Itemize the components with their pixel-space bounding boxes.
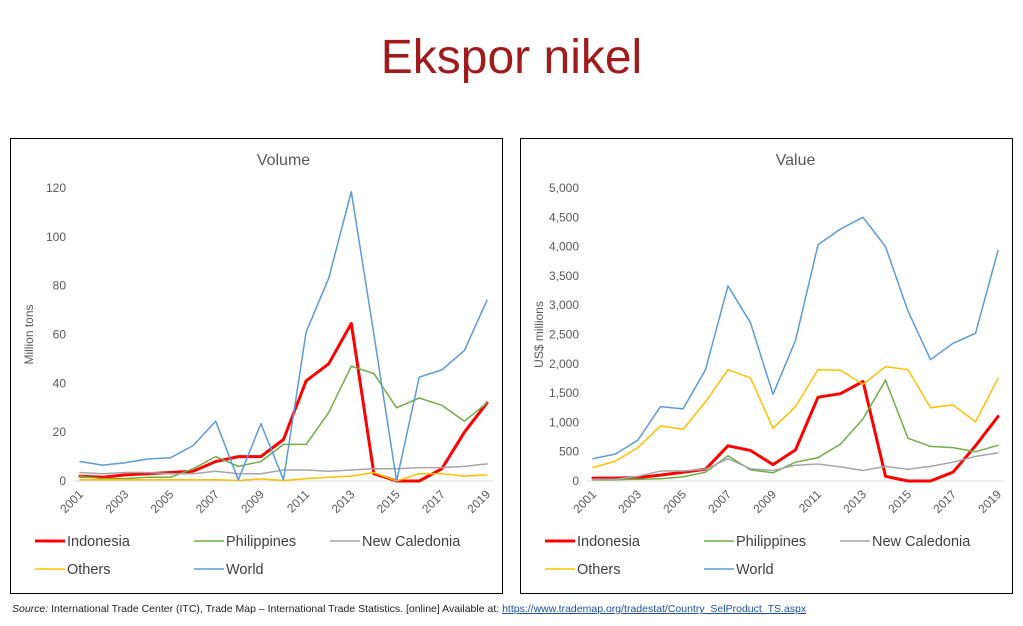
y-axis-label: US$ millions — [532, 301, 546, 368]
volume-chart-panel: Volume Million tons 0 20 40 60 80 100 120 2001 200… — [10, 138, 503, 594]
y-tick-label: 2,500 — [549, 328, 579, 342]
x-tick-label: 2005 — [660, 487, 689, 516]
chart-title: Value — [776, 152, 816, 169]
series-line-indonesia — [78, 322, 489, 483]
x-tick-label: 2015 — [374, 487, 403, 516]
x-tick-label: 2013 — [840, 487, 869, 516]
legend-label-others: Others — [67, 562, 111, 578]
y-tick-label: 0 — [572, 474, 579, 488]
y-tick-label: 4,500 — [549, 210, 579, 224]
y-tick-label: 1,500 — [549, 386, 579, 400]
y-tick-label: 40 — [53, 376, 67, 390]
y-tick-label: 4,000 — [549, 240, 579, 254]
legend-label-new-caledonia: New Caledonia — [362, 534, 461, 550]
source-text: International Trade Center (ITC), Trade … — [51, 603, 500, 615]
series-line-world — [592, 216, 999, 460]
x-tick-label: 2003 — [103, 487, 132, 516]
x-tick-label: 2007 — [705, 487, 734, 516]
slide-title: Ekspor nikel — [380, 31, 643, 84]
y-tick-label: 80 — [53, 279, 67, 293]
x-tick-label: 2009 — [238, 487, 267, 516]
series-line-new-caledonia — [79, 463, 488, 475]
y-tick-label: 120 — [46, 181, 66, 195]
source-link[interactable]: https://www.trademap.org/tradestat/Count… — [502, 603, 807, 615]
x-tick-label: 2013 — [329, 487, 358, 516]
source-label: Source: — [12, 603, 49, 615]
series-line-world — [79, 190, 488, 482]
y-tick-label: 100 — [46, 230, 66, 244]
y-tick-label: 20 — [53, 425, 67, 439]
legend-label-philippines: Philippines — [226, 534, 296, 550]
legend-label-others: Others — [577, 562, 621, 578]
volume-chart: Volume Million tons 0 20 40 60 80 100 120 2001 200… — [22, 152, 493, 578]
series-line-others — [592, 365, 999, 469]
legend-label-indonesia: Indonesia — [577, 534, 641, 550]
x-tick-label: 2007 — [193, 487, 222, 516]
x-tick-label: 2017 — [419, 487, 448, 516]
legend-label-indonesia: Indonesia — [67, 534, 131, 550]
series-line-philippines — [79, 365, 488, 480]
legend-label-new-caledonia: New Caledonia — [872, 534, 971, 550]
x-tick-label: 2015 — [885, 487, 914, 516]
x-tick-label: 2011 — [796, 487, 824, 515]
x-tick-label: 2005 — [148, 487, 177, 516]
y-tick-label: 0 — [59, 474, 66, 488]
x-tick-label: 2001 — [570, 487, 599, 516]
y-tick-label: 3,000 — [549, 298, 579, 312]
y-tick-label: 3,500 — [549, 269, 579, 283]
series-line-new-caledonia — [592, 452, 999, 480]
x-tick-label: 2017 — [930, 487, 959, 516]
chart-title: Volume — [257, 152, 310, 169]
legend-label-philippines: Philippines — [736, 534, 806, 550]
y-tick-label: 60 — [53, 328, 67, 342]
x-tick-label: 2001 — [57, 487, 86, 516]
legend-label-world: World — [226, 562, 264, 578]
y-tick-label: 2,000 — [549, 357, 579, 371]
value-chart-panel: Value US$ millions 0 500 1,000 1,500 2,000 2,50… — [520, 138, 1013, 594]
x-tick-label: 2009 — [750, 487, 779, 516]
legend-label-world: World — [736, 562, 774, 578]
x-tick-label: 2011 — [284, 487, 312, 515]
series-line-indonesia — [591, 379, 1000, 483]
y-tick-label: 5,000 — [549, 181, 579, 195]
value-chart: Value US$ millions 0 500 1,000 1,500 2,000 2,50… — [532, 152, 1004, 578]
x-tick-label: 2019 — [464, 487, 493, 516]
y-axis-label: Million tons — [22, 304, 36, 364]
series-line-philippines — [592, 379, 999, 481]
y-tick-label: 1,000 — [549, 415, 579, 429]
y-tick-label: 500 — [559, 445, 579, 459]
x-tick-label: 2019 — [975, 487, 1004, 516]
source-citation: Source: International Trade Center (ITC)… — [12, 603, 806, 615]
x-tick-label: 2003 — [615, 487, 644, 516]
